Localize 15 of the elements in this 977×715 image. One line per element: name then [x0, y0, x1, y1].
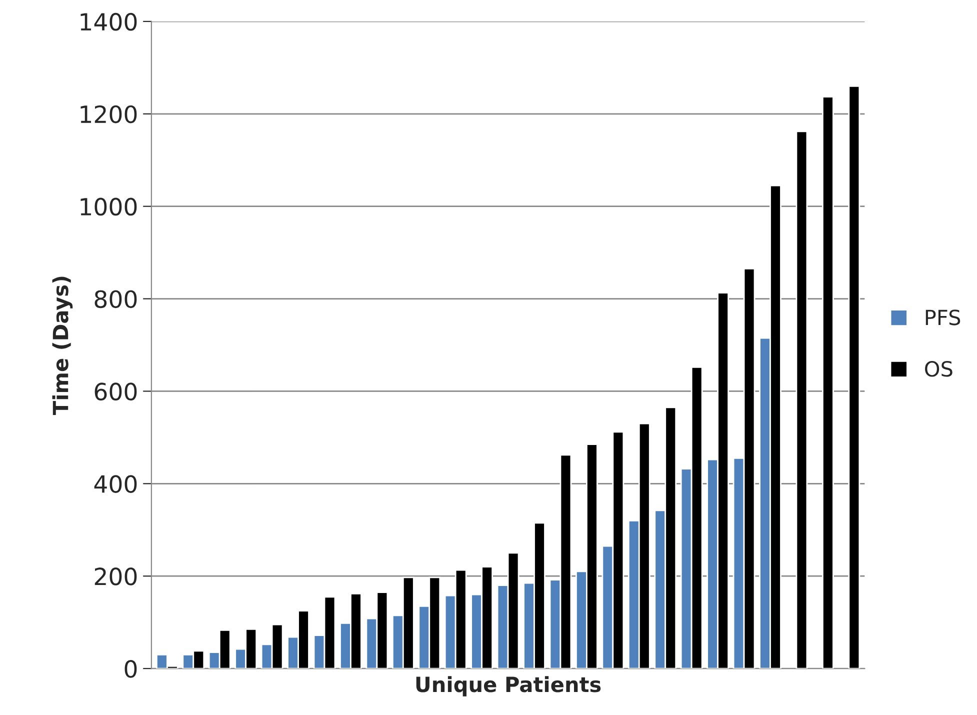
legend-label: OS	[925, 360, 952, 377]
bar	[822, 96, 834, 669]
y-tick-label: 0	[124, 660, 137, 678]
y-tick-label: 600	[94, 382, 137, 401]
y-tick-label: 1200	[80, 105, 137, 124]
bar	[796, 130, 808, 669]
y-tick-label: 1400	[80, 12, 137, 31]
legend-label: PFS	[926, 310, 960, 326]
bar	[848, 85, 860, 669]
x-axis-title: Unique Patients	[416, 676, 601, 696]
y-axis-title: Time (Days)	[52, 276, 73, 415]
y-tick-label: 1000	[80, 198, 137, 216]
y-tick-label: 400	[94, 475, 137, 493]
y-tick-label: 800	[94, 290, 137, 308]
y-tick-label: 200	[94, 568, 137, 586]
